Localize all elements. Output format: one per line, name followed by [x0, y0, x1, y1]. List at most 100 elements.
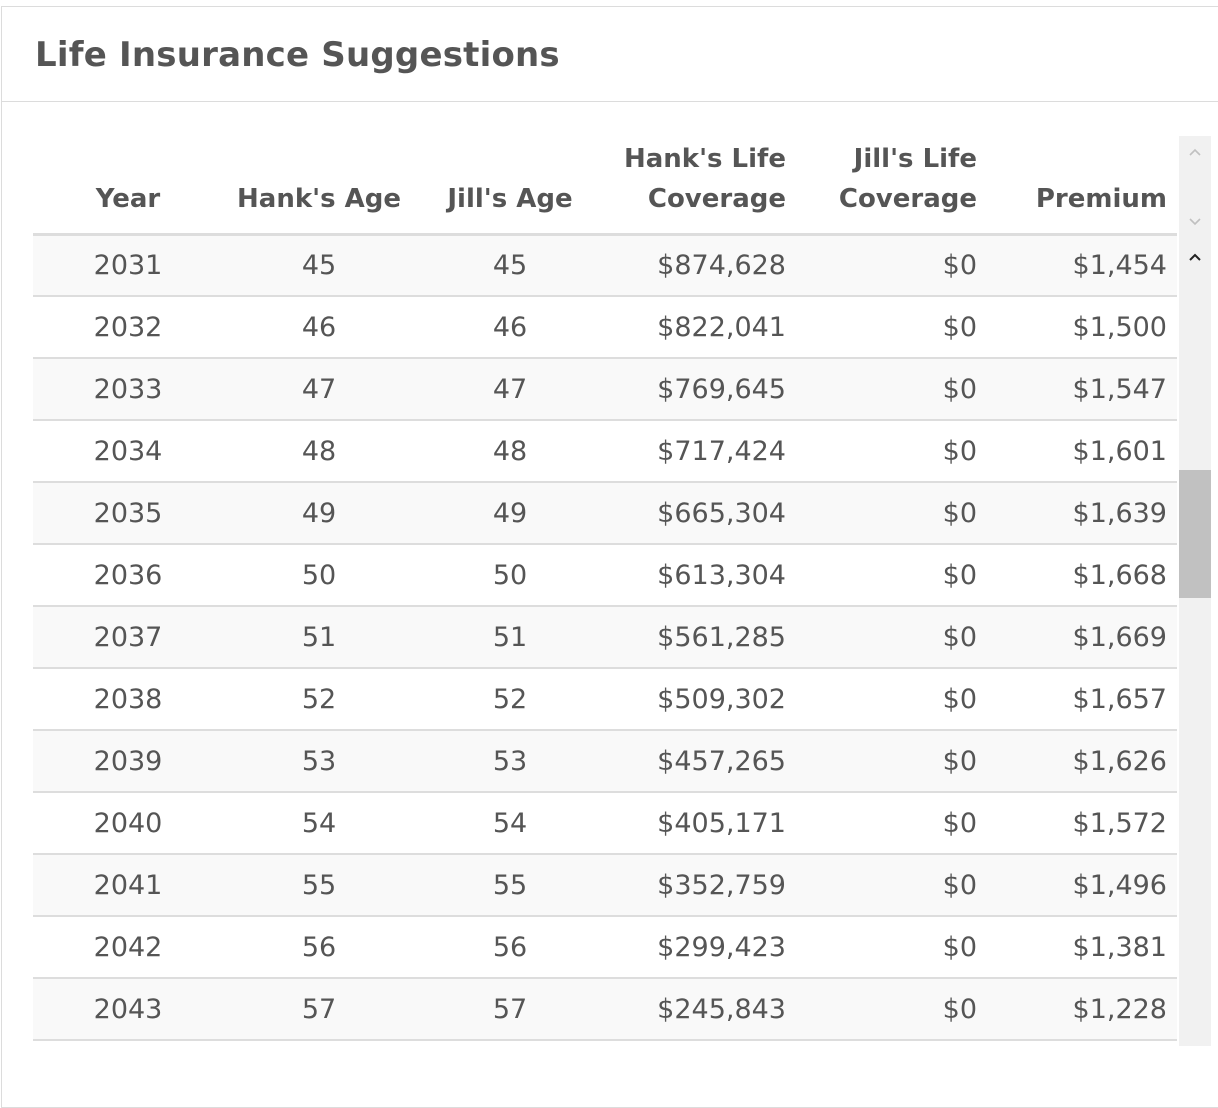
cell-hanks-life-coverage: $509,302 — [605, 668, 796, 731]
cell-hanks-life-coverage: $717,424 — [605, 420, 796, 483]
cell-jills-age: 46 — [415, 296, 605, 359]
cell-jills-life-coverage: $0 — [796, 358, 987, 421]
cell-hanks-age: 56 — [223, 916, 415, 979]
cell-hanks-life-coverage: $822,041 — [605, 296, 796, 359]
table-row: 2038 52 52 $509,302 $0 $1,657 — [33, 668, 1177, 731]
table-row: 2032 46 46 $822,041 $0 $1,500 — [33, 296, 1177, 359]
cell-jills-age: 54 — [415, 792, 605, 855]
cell-hanks-life-coverage: $405,171 — [605, 792, 796, 855]
cell-hanks-age: 47 — [223, 358, 415, 421]
cell-jills-age: 49 — [415, 482, 605, 545]
cell-premium: $1,500 — [987, 296, 1177, 359]
cell-jills-life-coverage: $0 — [796, 792, 987, 855]
table-row: 2041 55 55 $352,759 $0 $1,496 — [33, 854, 1177, 917]
header-premium[interactable]: Premium — [987, 134, 1177, 236]
table-row: 2031 45 45 $874,628 $0 $1,454 — [33, 234, 1177, 297]
chevron-up-icon[interactable] — [1188, 146, 1202, 160]
table-row: 2033 47 47 $769,645 $0 $1,547 — [33, 358, 1177, 421]
header-year[interactable]: Year — [33, 134, 223, 236]
cell-hanks-life-coverage: $245,843 — [605, 978, 796, 1041]
cell-hanks-life-coverage: $769,645 — [605, 358, 796, 421]
cell-year: 2037 — [33, 606, 223, 669]
cell-hanks-age: 53 — [223, 730, 415, 793]
suggestions-table-container: Year Hank's Age Jill's Age Hank's Life C… — [33, 134, 1177, 1041]
cell-jills-age: 57 — [415, 978, 605, 1041]
cell-year: 2034 — [33, 420, 223, 483]
panel-header: Life Insurance Suggestions — [2, 7, 1218, 102]
cell-premium: $1,381 — [987, 916, 1177, 979]
cell-jills-life-coverage: $0 — [796, 978, 987, 1041]
cell-year: 2038 — [33, 668, 223, 731]
cell-jills-life-coverage: $0 — [796, 854, 987, 917]
cell-premium: $1,454 — [987, 234, 1177, 297]
cell-premium: $1,639 — [987, 482, 1177, 545]
cell-hanks-age: 49 — [223, 482, 415, 545]
panel-title: Life Insurance Suggestions — [35, 35, 560, 75]
cell-hanks-life-coverage: $457,265 — [605, 730, 796, 793]
header-line1: Hank's Life — [623, 143, 786, 174]
chevron-down-icon[interactable] — [1188, 216, 1202, 230]
header-line2: Jill's Age — [447, 183, 573, 214]
cell-jills-age: 52 — [415, 668, 605, 731]
cell-jills-life-coverage: $0 — [796, 916, 987, 979]
cell-year: 2041 — [33, 854, 223, 917]
cell-year: 2040 — [33, 792, 223, 855]
cell-jills-life-coverage: $0 — [796, 296, 987, 359]
cell-premium: $1,657 — [987, 668, 1177, 731]
header-jills-life-coverage[interactable]: Jill's Life Coverage — [796, 134, 987, 236]
table-row: 2037 51 51 $561,285 $0 $1,669 — [33, 606, 1177, 669]
header-jills-age[interactable]: Jill's Age — [415, 134, 605, 236]
cell-hanks-life-coverage: $613,304 — [605, 544, 796, 607]
cell-jills-life-coverage: $0 — [796, 730, 987, 793]
cell-premium: $1,496 — [987, 854, 1177, 917]
table-row: 2036 50 50 $613,304 $0 $1,668 — [33, 544, 1177, 607]
cell-jills-age: 50 — [415, 544, 605, 607]
cell-hanks-life-coverage: $561,285 — [605, 606, 796, 669]
cell-year: 2035 — [33, 482, 223, 545]
cell-jills-age: 47 — [415, 358, 605, 421]
header-line2: Coverage — [647, 183, 786, 214]
header-line1: Jill's Life — [853, 143, 977, 174]
header-hanks-age[interactable]: Hank's Age — [223, 134, 415, 236]
cell-premium: $1,601 — [987, 420, 1177, 483]
cell-year: 2032 — [33, 296, 223, 359]
table-row: 2040 54 54 $405,171 $0 $1,572 — [33, 792, 1177, 855]
cell-premium: $1,668 — [987, 544, 1177, 607]
cell-jills-life-coverage: $0 — [796, 544, 987, 607]
cell-jills-age: 51 — [415, 606, 605, 669]
table-body: 2031 45 45 $874,628 $0 $1,454 2032 46 46 $822,041… — [33, 234, 1177, 1041]
cell-year: 2031 — [33, 234, 223, 297]
suggestions-table: Year Hank's Age Jill's Age Hank's Life C… — [33, 134, 1177, 1041]
scrollbar-thumb[interactable] — [1179, 470, 1211, 598]
cell-premium: $1,547 — [987, 358, 1177, 421]
cell-jills-life-coverage: $0 — [796, 234, 987, 297]
header-line2: Coverage — [838, 183, 977, 214]
cell-premium: $1,572 — [987, 792, 1177, 855]
table-header-row: Year Hank's Age Jill's Age Hank's Life C… — [33, 134, 1177, 236]
chevron-up-icon[interactable] — [1186, 248, 1204, 266]
cell-jills-age: 53 — [415, 730, 605, 793]
cell-premium: $1,228 — [987, 978, 1177, 1041]
cell-hanks-life-coverage: $352,759 — [605, 854, 796, 917]
header-line2: Year — [95, 183, 161, 214]
cell-hanks-life-coverage: $874,628 — [605, 234, 796, 297]
table-row: 2035 49 49 $665,304 $0 $1,639 — [33, 482, 1177, 545]
cell-hanks-age: 57 — [223, 978, 415, 1041]
cell-hanks-age: 52 — [223, 668, 415, 731]
cell-jills-life-coverage: $0 — [796, 482, 987, 545]
header-hanks-life-coverage[interactable]: Hank's Life Coverage — [605, 134, 796, 236]
cell-hanks-age: 54 — [223, 792, 415, 855]
cell-jills-age: 56 — [415, 916, 605, 979]
cell-jills-life-coverage: $0 — [796, 420, 987, 483]
header-line2: Hank's Age — [237, 183, 401, 214]
cell-year: 2036 — [33, 544, 223, 607]
cell-jills-life-coverage: $0 — [796, 606, 987, 669]
cell-hanks-life-coverage: $299,423 — [605, 916, 796, 979]
table-row: 2043 57 57 $245,843 $0 $1,228 — [33, 978, 1177, 1041]
cell-hanks-age: 55 — [223, 854, 415, 917]
table-row: 2039 53 53 $457,265 $0 $1,626 — [33, 730, 1177, 793]
cell-year: 2042 — [33, 916, 223, 979]
header-line2: Premium — [1035, 183, 1167, 214]
cell-hanks-life-coverage: $665,304 — [605, 482, 796, 545]
cell-year: 2039 — [33, 730, 223, 793]
